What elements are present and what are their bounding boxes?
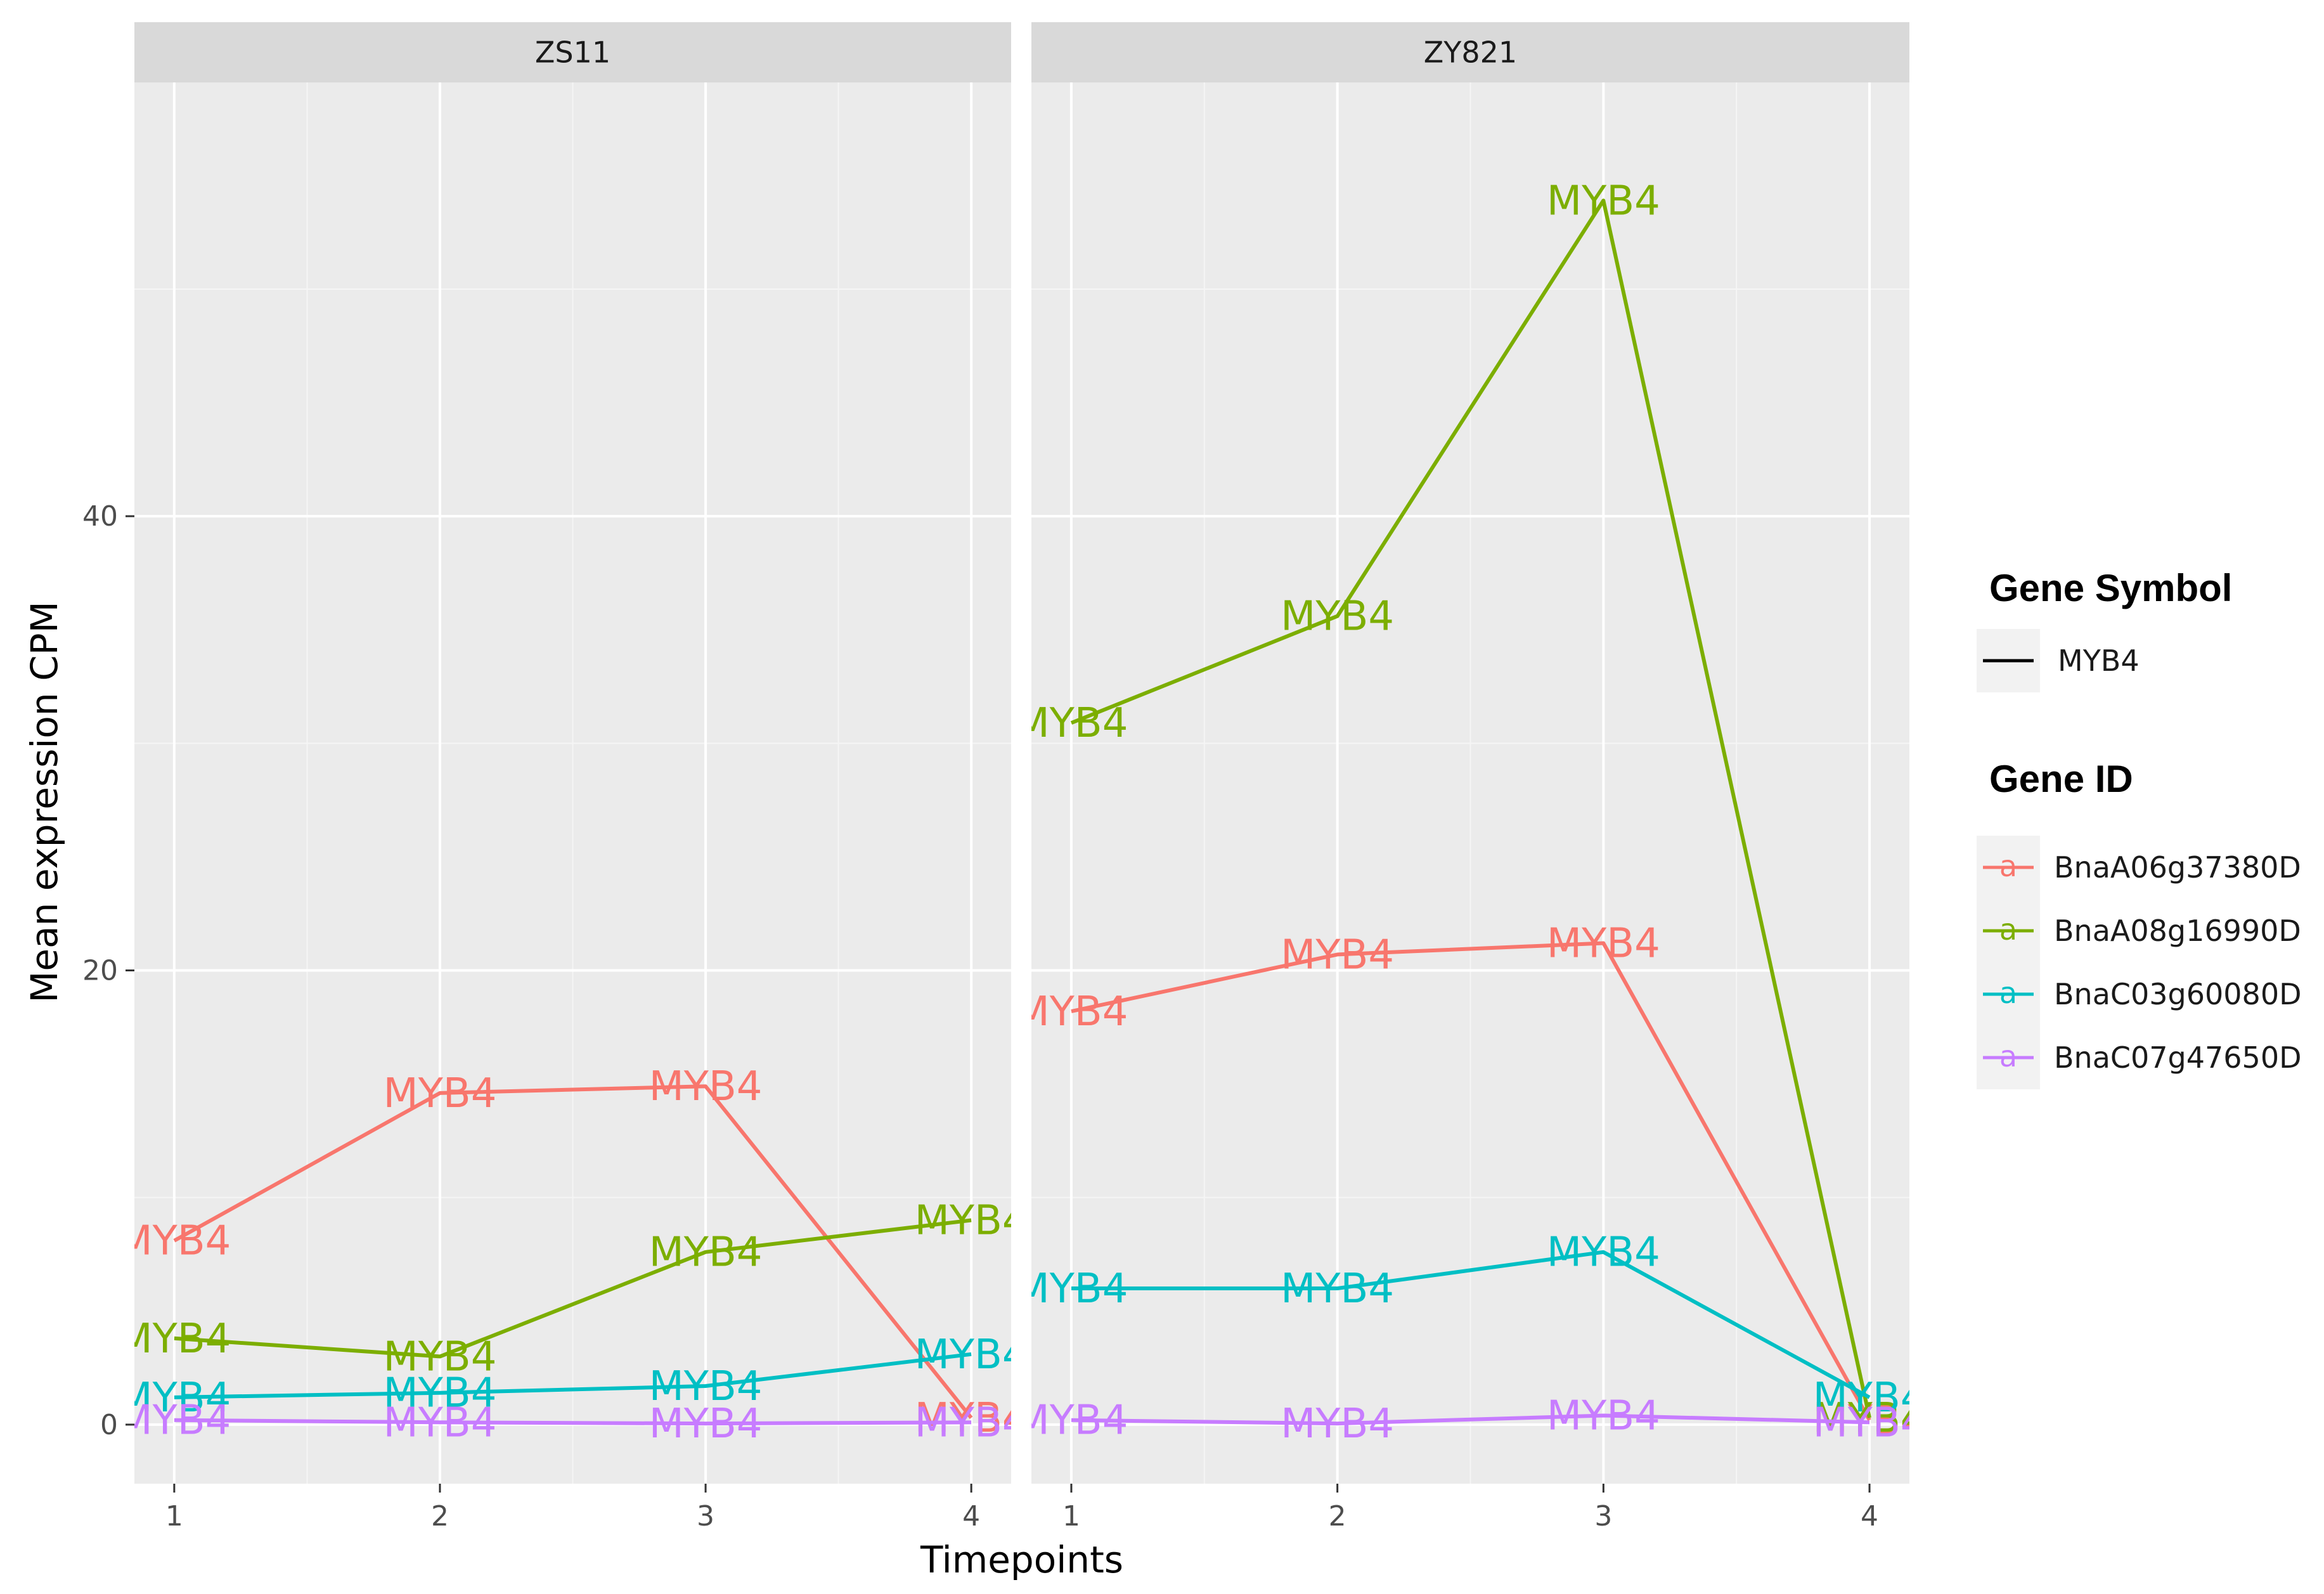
- facet-strip-label: ZS11: [535, 36, 610, 70]
- series-line-BnaC07g47650D: [174, 1418, 972, 1426]
- point-label: MYB4: [649, 1363, 763, 1410]
- x-tick-label: 4: [962, 1500, 980, 1532]
- legend-text-glyph: a: [1999, 912, 2017, 947]
- legend-entry-label: BnaA08g16990D: [2054, 914, 2301, 948]
- point-label: MYB4: [1281, 1401, 1394, 1448]
- point-label: MYB4: [1014, 1266, 1128, 1312]
- point-label: MYB4: [117, 1218, 231, 1265]
- legend-title-gene-symbol: Gene Symbol: [1989, 567, 2232, 609]
- series-line-BnaC03g60080D: [174, 1352, 972, 1399]
- facet-strip-label: ZY821: [1424, 36, 1517, 70]
- point-label: MYB4: [1547, 921, 1660, 968]
- y-tick-label: 20: [82, 955, 118, 987]
- legend-title-gene-id: Gene ID: [1989, 758, 2133, 800]
- point-label: MYB4: [383, 1399, 496, 1446]
- point-label: MYB4: [915, 1332, 1028, 1378]
- point-label: MYB4: [649, 1229, 763, 1276]
- series-line-BnaC03g60080D: [1071, 1250, 1871, 1399]
- legend-entry-label: BnaA06g37380D: [2054, 850, 2301, 884]
- legend-text-glyph: a: [1999, 976, 2017, 1010]
- facet-strip: [1031, 22, 1909, 82]
- point-label: MYB4: [1813, 1399, 1927, 1446]
- facet-strip: [134, 22, 1011, 82]
- point-label: MYB4: [649, 1401, 763, 1448]
- legend-entry-label: BnaC07g47650D: [2054, 1040, 2302, 1075]
- point-label: MYB4: [1281, 593, 1394, 640]
- legend-entry-label: MYB4: [2058, 644, 2140, 678]
- y-axis: 0 20 40: [82, 500, 134, 1441]
- x-tick-label: 1: [1062, 1500, 1080, 1532]
- legend-text-glyph: a: [1999, 849, 2017, 883]
- legend: Gene Symbol MYB4 Gene ID a BnaA06g37380D a Bna…: [1977, 567, 2302, 1089]
- point-label: MYB4: [1014, 1397, 1128, 1444]
- legend-text-glyph: a: [1999, 1039, 2017, 1073]
- y-axis-title: Mean expression CPM: [23, 601, 66, 1002]
- series-line-BnaA08g16990D: [174, 1218, 972, 1359]
- point-label: MYB4: [1281, 931, 1394, 978]
- series-line-BnaA06g37380D: [1071, 941, 1871, 1422]
- series-line-BnaA06g37380D: [173, 1084, 973, 1419]
- point-label: MYB4: [915, 1198, 1028, 1245]
- point-label: MYB4: [1547, 1393, 1660, 1440]
- point-label: MYB4: [383, 1370, 496, 1417]
- x-tick-label: 2: [1329, 1500, 1346, 1532]
- y-tick-label: 0: [100, 1409, 118, 1441]
- point-label: MYB4: [915, 1399, 1028, 1446]
- point-label: MYB4: [1547, 178, 1660, 224]
- x-tick-label: 3: [1594, 1500, 1612, 1532]
- point-label: MYB4: [117, 1397, 231, 1444]
- series-line-BnaA08g16990D: [1070, 198, 1871, 1418]
- legend-entry-label: BnaC03g60080D: [2054, 977, 2302, 1011]
- point-label: MYB4: [1547, 1229, 1660, 1276]
- x-tick-label: 2: [431, 1500, 449, 1532]
- point-label: MYB4: [1813, 1395, 1927, 1442]
- point-label: MYB4: [649, 1063, 763, 1110]
- x-tick-label: 1: [165, 1500, 183, 1532]
- series-line-BnaC07g47650D: [1071, 1413, 1870, 1426]
- point-label: MYB4: [383, 1070, 496, 1117]
- point-label: MYB4: [117, 1375, 231, 1422]
- x-tick-label: 3: [697, 1500, 714, 1532]
- point-label: MYB4: [1014, 988, 1128, 1035]
- point-label: MYB4: [383, 1333, 496, 1380]
- point-label: MYB4: [1813, 1375, 1927, 1422]
- x-tick-label: 4: [1861, 1500, 1878, 1532]
- point-label: MYB4: [915, 1395, 1028, 1442]
- x-axis-title: Timepoints: [920, 1538, 1123, 1581]
- point-label: MYB4: [1014, 700, 1128, 747]
- y-tick-label: 40: [82, 500, 118, 533]
- point-label: MYB4: [1281, 1266, 1394, 1312]
- point-label: MYB4: [117, 1316, 231, 1363]
